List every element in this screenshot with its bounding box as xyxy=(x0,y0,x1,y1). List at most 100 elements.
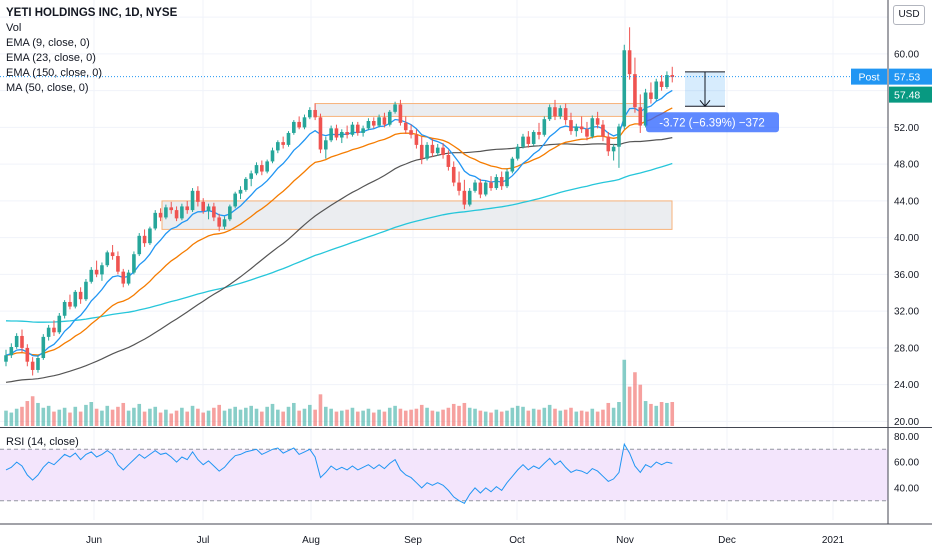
measure-label-bg xyxy=(646,112,779,133)
candle-body xyxy=(483,182,488,195)
volume-bar xyxy=(553,408,557,426)
candle-body xyxy=(57,315,62,333)
candle-body xyxy=(25,347,30,362)
legend-ma50[interactable]: MA (50, close, 0) xyxy=(6,82,89,94)
volume-bar xyxy=(377,409,381,426)
candle-body xyxy=(254,165,259,174)
candle-body xyxy=(206,206,211,212)
volume-bar xyxy=(649,403,653,426)
volume-bar xyxy=(670,402,675,426)
time-tick-label: 2021 xyxy=(822,535,845,546)
volume-bar xyxy=(409,409,413,426)
volume-bar xyxy=(494,409,499,426)
volume-bar xyxy=(403,410,408,426)
volume-bar xyxy=(30,396,35,426)
candle-body xyxy=(494,177,499,189)
legend-ema23[interactable]: EMA (23, close, 0) xyxy=(6,52,96,64)
volume-bar xyxy=(313,409,317,426)
volume-bar xyxy=(393,405,397,426)
volume-bar xyxy=(350,407,355,426)
candle-body xyxy=(318,117,323,150)
candle-body xyxy=(638,107,643,126)
rsi-legend[interactable]: RSI (14, close) xyxy=(6,436,79,448)
volume-bar xyxy=(9,412,14,426)
volume-bar xyxy=(116,406,120,426)
resistance-box xyxy=(314,103,646,117)
volume-bar xyxy=(606,402,611,426)
candle-body xyxy=(467,190,472,205)
rsi-pane xyxy=(0,442,888,504)
ema150-line xyxy=(5,162,673,323)
time-tick-label: Dec xyxy=(718,535,736,546)
candle-body xyxy=(627,50,632,75)
candle-body xyxy=(105,252,110,266)
candle-body xyxy=(409,130,413,135)
candle-body xyxy=(606,136,611,152)
volume-bar xyxy=(62,407,67,426)
volume-bar xyxy=(473,408,477,426)
candle-body xyxy=(185,206,190,211)
candle-body xyxy=(89,269,94,282)
candle-body xyxy=(222,219,227,227)
candle-body xyxy=(547,107,552,120)
candle-body xyxy=(196,190,200,202)
candle-body xyxy=(654,81,659,99)
candle-body xyxy=(430,144,435,154)
candle-body xyxy=(531,132,536,144)
price-tick-label: 60.00 xyxy=(894,49,919,60)
volume-bar xyxy=(281,411,285,426)
candle-body xyxy=(20,335,24,348)
price-tick-label: 36.00 xyxy=(894,270,919,281)
volume-bar xyxy=(153,406,158,426)
candle-body xyxy=(361,128,365,133)
candle-body xyxy=(158,212,163,218)
volume-bar xyxy=(41,407,46,426)
candle-body xyxy=(265,161,269,172)
price-tick-label: 20.00 xyxy=(894,417,919,428)
time-tick-label: Aug xyxy=(302,535,320,546)
legend-ema150[interactable]: EMA (150, close, 0) xyxy=(6,67,102,79)
candle-body xyxy=(558,108,563,117)
candle-body xyxy=(371,120,376,126)
volume-bar xyxy=(276,409,280,426)
legend-ema9[interactable]: EMA (9, close, 0) xyxy=(6,37,90,49)
last-price-value: 57.48 xyxy=(894,90,920,102)
candle-body xyxy=(302,117,307,128)
candle-body xyxy=(451,166,456,183)
volume-bar xyxy=(73,406,78,426)
volume-bar xyxy=(457,405,461,426)
measure-overlay[interactable]: -3.72 (−6.39%) −372 Post 57.53 57.48 xyxy=(0,68,932,133)
post-price-tag xyxy=(889,68,932,85)
volume-bar xyxy=(52,411,56,426)
volume-bar xyxy=(148,408,152,426)
ema9-line xyxy=(5,89,673,357)
candle-body xyxy=(478,182,483,195)
last-price-tag xyxy=(889,86,932,103)
post-label-tag xyxy=(851,68,887,85)
volume-bar xyxy=(478,410,483,426)
volume-bar xyxy=(595,411,600,426)
volume-bar xyxy=(585,411,589,426)
volume-bar xyxy=(617,402,621,426)
volume-bar xyxy=(510,407,515,426)
candle-body xyxy=(260,165,264,172)
price-tick-label: 52.00 xyxy=(894,123,919,134)
price-tick-label: 40.00 xyxy=(894,233,919,244)
volume-bar xyxy=(206,410,211,426)
price-tick-label: 32.00 xyxy=(894,307,919,318)
volume-bar xyxy=(611,407,616,426)
volume-bar xyxy=(329,408,333,426)
time-tick-label: Jul xyxy=(197,535,210,546)
time-tick-label: Oct xyxy=(509,535,525,546)
currency-button[interactable]: USD xyxy=(893,5,925,25)
candle-body xyxy=(126,272,131,284)
measure-label: -3.72 (−6.39%) −372 xyxy=(659,117,765,129)
volume-bar xyxy=(286,406,291,426)
candle-body xyxy=(313,109,317,118)
candle-body xyxy=(505,171,509,187)
volume-bar xyxy=(361,410,365,426)
volume-bar xyxy=(665,402,669,426)
volume-bar xyxy=(435,411,440,426)
legend-vol[interactable]: Vol xyxy=(6,22,22,34)
